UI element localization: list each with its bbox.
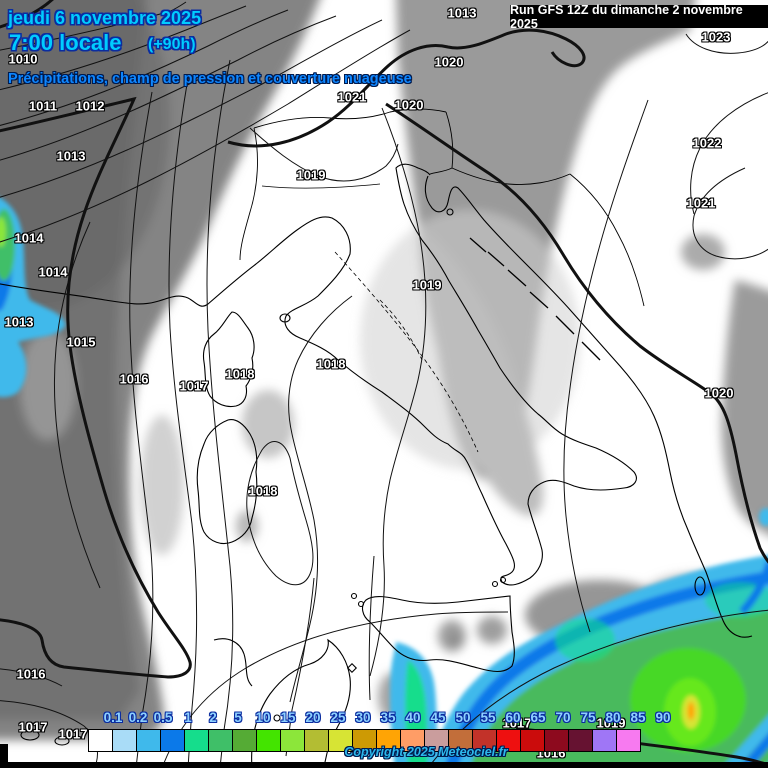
scale-swatch xyxy=(208,729,233,752)
scale-swatch xyxy=(520,729,545,752)
copyright-text: Copyright 2025 Meteociel.fr xyxy=(344,745,508,759)
map-subtitle: Précipitations, champ de pression et cou… xyxy=(8,71,412,87)
scale-tick-label: 45 xyxy=(430,710,446,725)
scale-swatch xyxy=(136,729,161,752)
precipitation-scale xyxy=(88,729,641,752)
scale-swatch xyxy=(304,729,329,752)
scale-tick-label: 60 xyxy=(505,710,521,725)
scale-tick-label: 70 xyxy=(555,710,571,725)
scale-tick-label: 20 xyxy=(305,710,321,725)
scale-swatch xyxy=(544,729,569,752)
scale-swatch xyxy=(280,729,305,752)
scale-swatch xyxy=(160,729,185,752)
scale-tick-label: 10 xyxy=(255,710,271,725)
scale-tick-label: 30 xyxy=(355,710,371,725)
scale-tick-label: 65 xyxy=(530,710,546,725)
scale-tick-label: 0.2 xyxy=(128,710,148,725)
scale-tick-label: 25 xyxy=(330,710,346,725)
scale-swatch xyxy=(88,729,113,752)
scale-tick-label: 40 xyxy=(405,710,421,725)
scale-tick-label: 80 xyxy=(605,710,621,725)
bottom-bar xyxy=(0,762,768,768)
scale-tick-label: 85 xyxy=(630,710,646,725)
scale-tick-label: 2 xyxy=(209,710,217,725)
scale-swatch xyxy=(232,729,257,752)
scale-swatch xyxy=(256,729,281,752)
scale-swatch xyxy=(616,729,641,752)
run-banner: Run GFS 12Z du dimanche 2 novembre 2025 xyxy=(510,3,768,31)
scale-tick-label: 90 xyxy=(655,710,671,725)
scale-tick-label: 1 xyxy=(184,710,192,725)
scale-tick-label: 0.1 xyxy=(103,710,123,725)
scale-tick-label: 0.5 xyxy=(153,710,173,725)
scale-swatch xyxy=(184,729,209,752)
date-line: jeudi 6 novembre 2025 xyxy=(8,8,202,28)
time-line: 7:00 locale xyxy=(9,30,122,55)
scale-tick-label: 50 xyxy=(455,710,471,725)
coastline-layer xyxy=(0,108,753,768)
scale-swatch xyxy=(112,729,137,752)
scale-tick-label: 55 xyxy=(480,710,496,725)
scale-tick-label: 35 xyxy=(380,710,396,725)
forecast-offset-label: (+90h) xyxy=(148,36,196,53)
scale-tick-label: 15 xyxy=(280,710,296,725)
scale-tick-label: 75 xyxy=(580,710,596,725)
scale-swatch xyxy=(568,729,593,752)
scale-tick-label: 5 xyxy=(234,710,242,725)
corner-bar xyxy=(0,744,8,768)
precipitation-scale-labels: 0.1 0.2 0.5 1 2 5 10 15 20 25 30 35 40 45 50 55 60 65 70 75… xyxy=(88,710,688,726)
scale-swatch xyxy=(592,729,617,752)
